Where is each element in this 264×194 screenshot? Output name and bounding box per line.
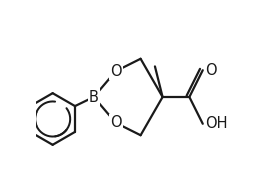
Text: O: O bbox=[110, 64, 121, 79]
Text: O: O bbox=[110, 115, 121, 130]
Text: B: B bbox=[89, 89, 99, 105]
Text: O: O bbox=[206, 63, 217, 78]
Text: OH: OH bbox=[206, 116, 228, 131]
